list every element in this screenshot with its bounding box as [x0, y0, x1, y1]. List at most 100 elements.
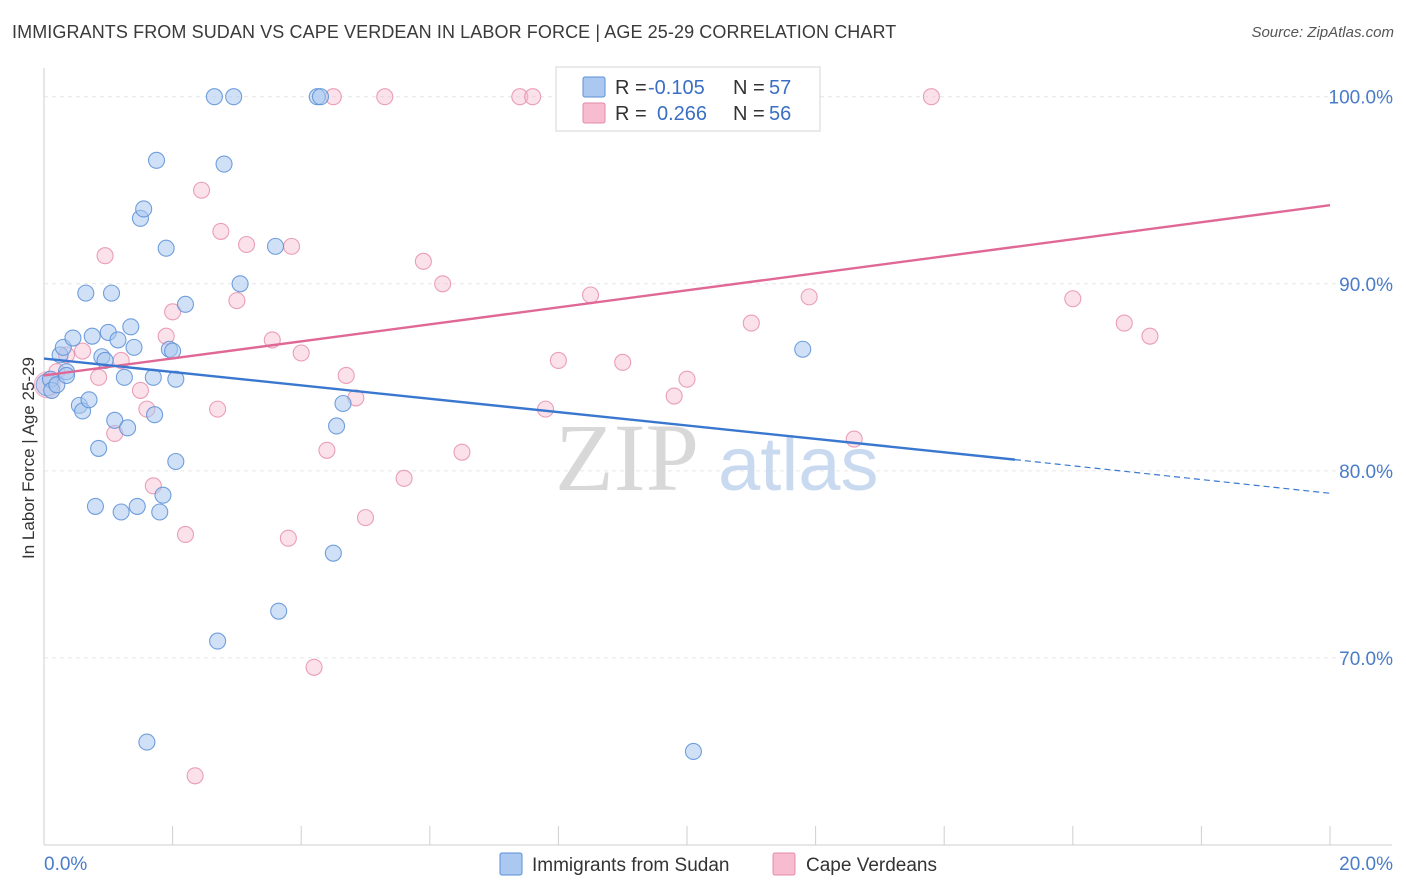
data-point [311, 88, 330, 106]
data-point [231, 275, 249, 293]
data-point [922, 88, 940, 106]
legend-swatch-blue [582, 76, 606, 98]
data-point [1064, 290, 1082, 308]
data-point [77, 284, 95, 302]
y-tick-label: 90.0% [1339, 275, 1393, 296]
data-point [324, 544, 342, 562]
data-point [125, 338, 143, 356]
data-point [176, 295, 195, 313]
data-point [215, 155, 233, 173]
watermark: ZIP atlas [555, 404, 879, 511]
data-point [334, 394, 352, 413]
data-point [102, 284, 121, 302]
data-point [146, 406, 164, 424]
trend-lines [43, 204, 1331, 494]
data-point [270, 602, 288, 620]
data-point [328, 417, 346, 435]
data-point [64, 329, 82, 347]
data-point [614, 353, 632, 371]
data-point [1141, 327, 1159, 345]
data-point [209, 400, 227, 418]
data-point [167, 452, 185, 471]
data-point [742, 314, 760, 332]
series-legend: Immigrants from Sudan Cape Verdeans [499, 852, 937, 876]
data-point [376, 88, 394, 106]
data-point [86, 497, 104, 515]
legend-r-value-1: -0.105 [648, 77, 705, 99]
data-point [74, 342, 92, 360]
data-point [414, 252, 432, 270]
data-point [57, 366, 76, 384]
y-axis-title: In Labor Force | Age 25-29 [19, 357, 38, 559]
legend-label-sudan: Immigrants from Sudan [532, 855, 729, 876]
x-tick-labels: 0.0% 20.0% [44, 854, 1393, 875]
data-point [112, 503, 130, 521]
data-point [511, 88, 529, 106]
data-point [453, 443, 471, 461]
data-point [122, 318, 140, 336]
data-point [164, 303, 182, 321]
data-point [356, 509, 375, 527]
legend-swatch-pink [582, 102, 606, 124]
data-point [119, 419, 137, 437]
data-point [266, 237, 285, 255]
x-tick-label-min: 0.0% [44, 854, 87, 875]
data-point [151, 503, 169, 521]
data-point [176, 525, 195, 544]
grid-lines [44, 96, 1392, 659]
data-point [135, 200, 153, 218]
watermark-zip: ZIP [555, 404, 699, 511]
data-point [684, 742, 702, 761]
data-point [678, 370, 696, 388]
data-point [228, 292, 246, 310]
series-immigrants-from-sudan [35, 88, 812, 761]
data-point [96, 247, 114, 265]
x-tick-label-max: 20.0% [1339, 854, 1393, 875]
data-point [128, 497, 146, 515]
y-tick-label: 100.0% [1329, 88, 1394, 109]
y-tick-label: 80.0% [1339, 462, 1393, 483]
series-cape-verdeans [33, 88, 1159, 785]
data-point [90, 368, 108, 386]
data-point [147, 151, 166, 169]
legend-n-value-2: 56 [769, 103, 791, 125]
legend-r-value-2: 0.266 [657, 103, 707, 125]
trend-line-sudan-extrapolated [1014, 459, 1331, 494]
data-point [106, 411, 124, 429]
data-point [90, 439, 108, 457]
data-point [434, 275, 452, 293]
data-point [581, 286, 600, 304]
data-point [279, 529, 297, 547]
data-point [115, 368, 133, 386]
data-point [665, 387, 683, 405]
data-point [131, 381, 149, 399]
data-point [549, 351, 567, 370]
data-point [80, 391, 98, 409]
data-point [109, 331, 127, 349]
trend-line-sudan [43, 357, 1016, 461]
data-point [794, 340, 812, 358]
data-point [186, 767, 204, 785]
trend-line-cape-verdeans [43, 204, 1331, 377]
data-point [524, 88, 542, 106]
data-point [1115, 314, 1133, 332]
axes [43, 68, 1392, 846]
legend-swatch-cape-verdeans [772, 852, 796, 876]
data-point [192, 181, 211, 199]
legend-r-label-2: R = [615, 103, 647, 125]
data-point [225, 88, 243, 106]
legend-swatch-sudan [499, 852, 523, 876]
legend-r-label-1: R = [615, 77, 647, 99]
data-point [138, 733, 156, 751]
data-point [283, 237, 301, 255]
data-point [395, 469, 413, 487]
data-point [157, 239, 175, 257]
y-tick-label: 70.0% [1339, 649, 1393, 670]
legend-n-label-1: N = [733, 77, 765, 99]
chart-title: IMMIGRANTS FROM SUDAN VS CAPE VERDEAN IN… [12, 22, 897, 42]
data-point [154, 486, 172, 504]
data-point [800, 288, 818, 306]
source-label: Source: ZipAtlas.com [1251, 24, 1394, 41]
legend-label-cape-verdeans: Cape Verdeans [806, 855, 937, 876]
